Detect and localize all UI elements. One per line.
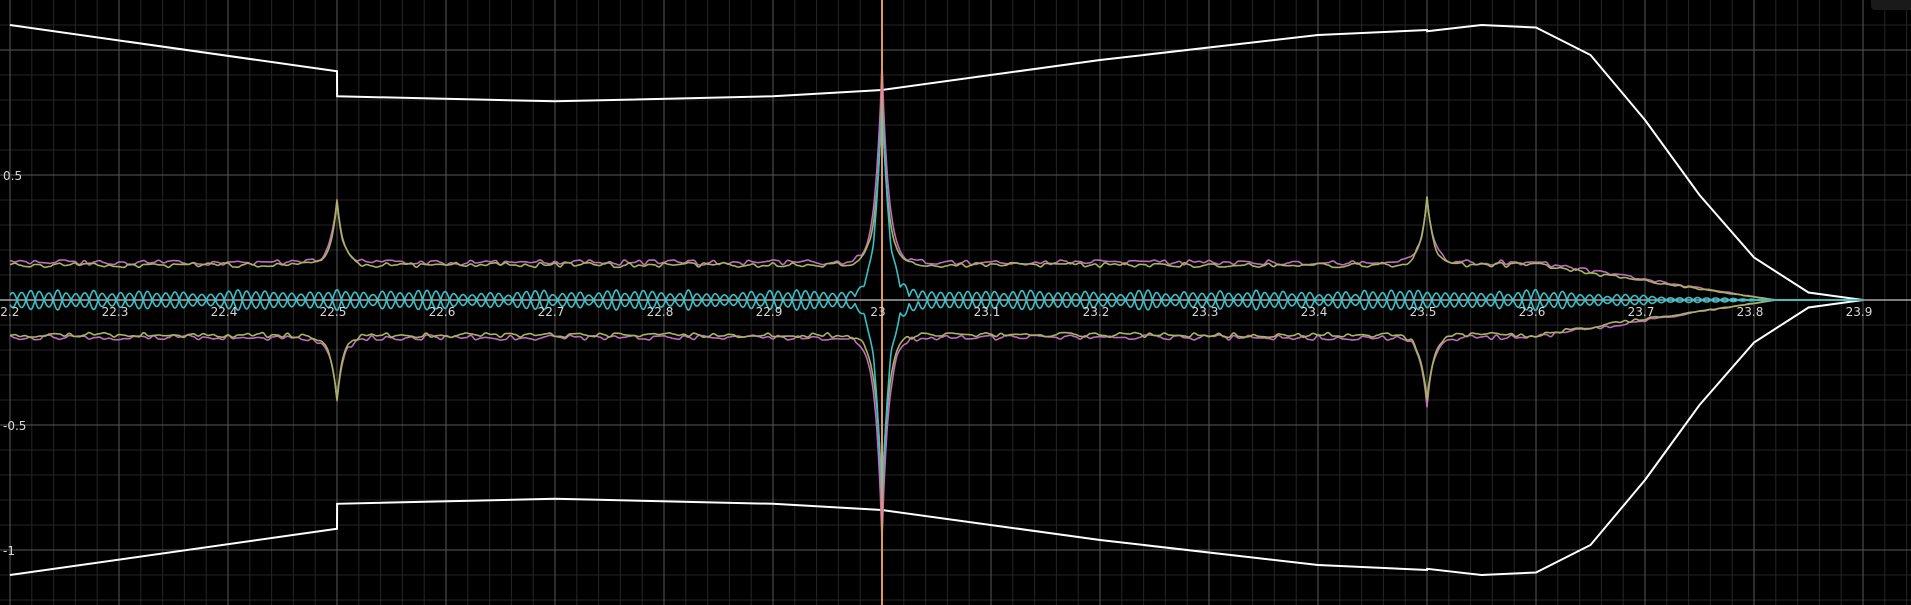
x-tick-label: 22.8: [647, 305, 674, 319]
residual-line-2-upper: [9, 99, 1863, 301]
x-tick-label: 22.5: [320, 305, 347, 319]
x-tick-label: 22.7: [538, 305, 565, 319]
residual-line-3-upper: [9, 91, 1863, 301]
x-tick-label: 23.3: [1192, 305, 1219, 319]
residual-line-1-lower: [9, 299, 1863, 541]
y-tick-label: -1: [3, 544, 15, 558]
x-tick-label: 23.1: [974, 305, 1001, 319]
x-tick-label: 22.6: [429, 305, 456, 319]
y-tick-label: 0.5: [3, 169, 22, 183]
y-tick-label: -0.5: [3, 419, 26, 433]
x-tick-label: 23.5: [1410, 305, 1437, 319]
x-tick-label: 22.4: [211, 305, 238, 319]
tick-labels: 22.2 22.3 22.4 22.5 22.6 22.7 22.8 22.9 23 23.1 23…: [0, 169, 1872, 558]
envelope-upper-line: [9, 23, 1864, 301]
x-tick-label: 22.9: [756, 305, 783, 319]
x-tick-label: 23.6: [1519, 305, 1546, 319]
residual-line-2-lower: [10, 299, 1863, 500]
menu-button[interactable]: [1871, 0, 1911, 10]
x-tick-label: 23.7: [1628, 305, 1655, 319]
x-tick-label: 22.2: [0, 305, 19, 319]
x-tick-label: 23.8: [1737, 305, 1764, 319]
x-tick-label: 23.2: [1083, 305, 1110, 319]
x-tick-label: 22.3: [102, 305, 129, 319]
x-tick-label: 23: [870, 305, 885, 319]
x-tick-label: 23.9: [1846, 305, 1873, 319]
envelope-lower-line: [9, 299, 1864, 577]
x-tick-label: 23.4: [1301, 305, 1328, 319]
series-layer: [9, 0, 1864, 605]
residual-line-3-lower: [9, 299, 1863, 509]
